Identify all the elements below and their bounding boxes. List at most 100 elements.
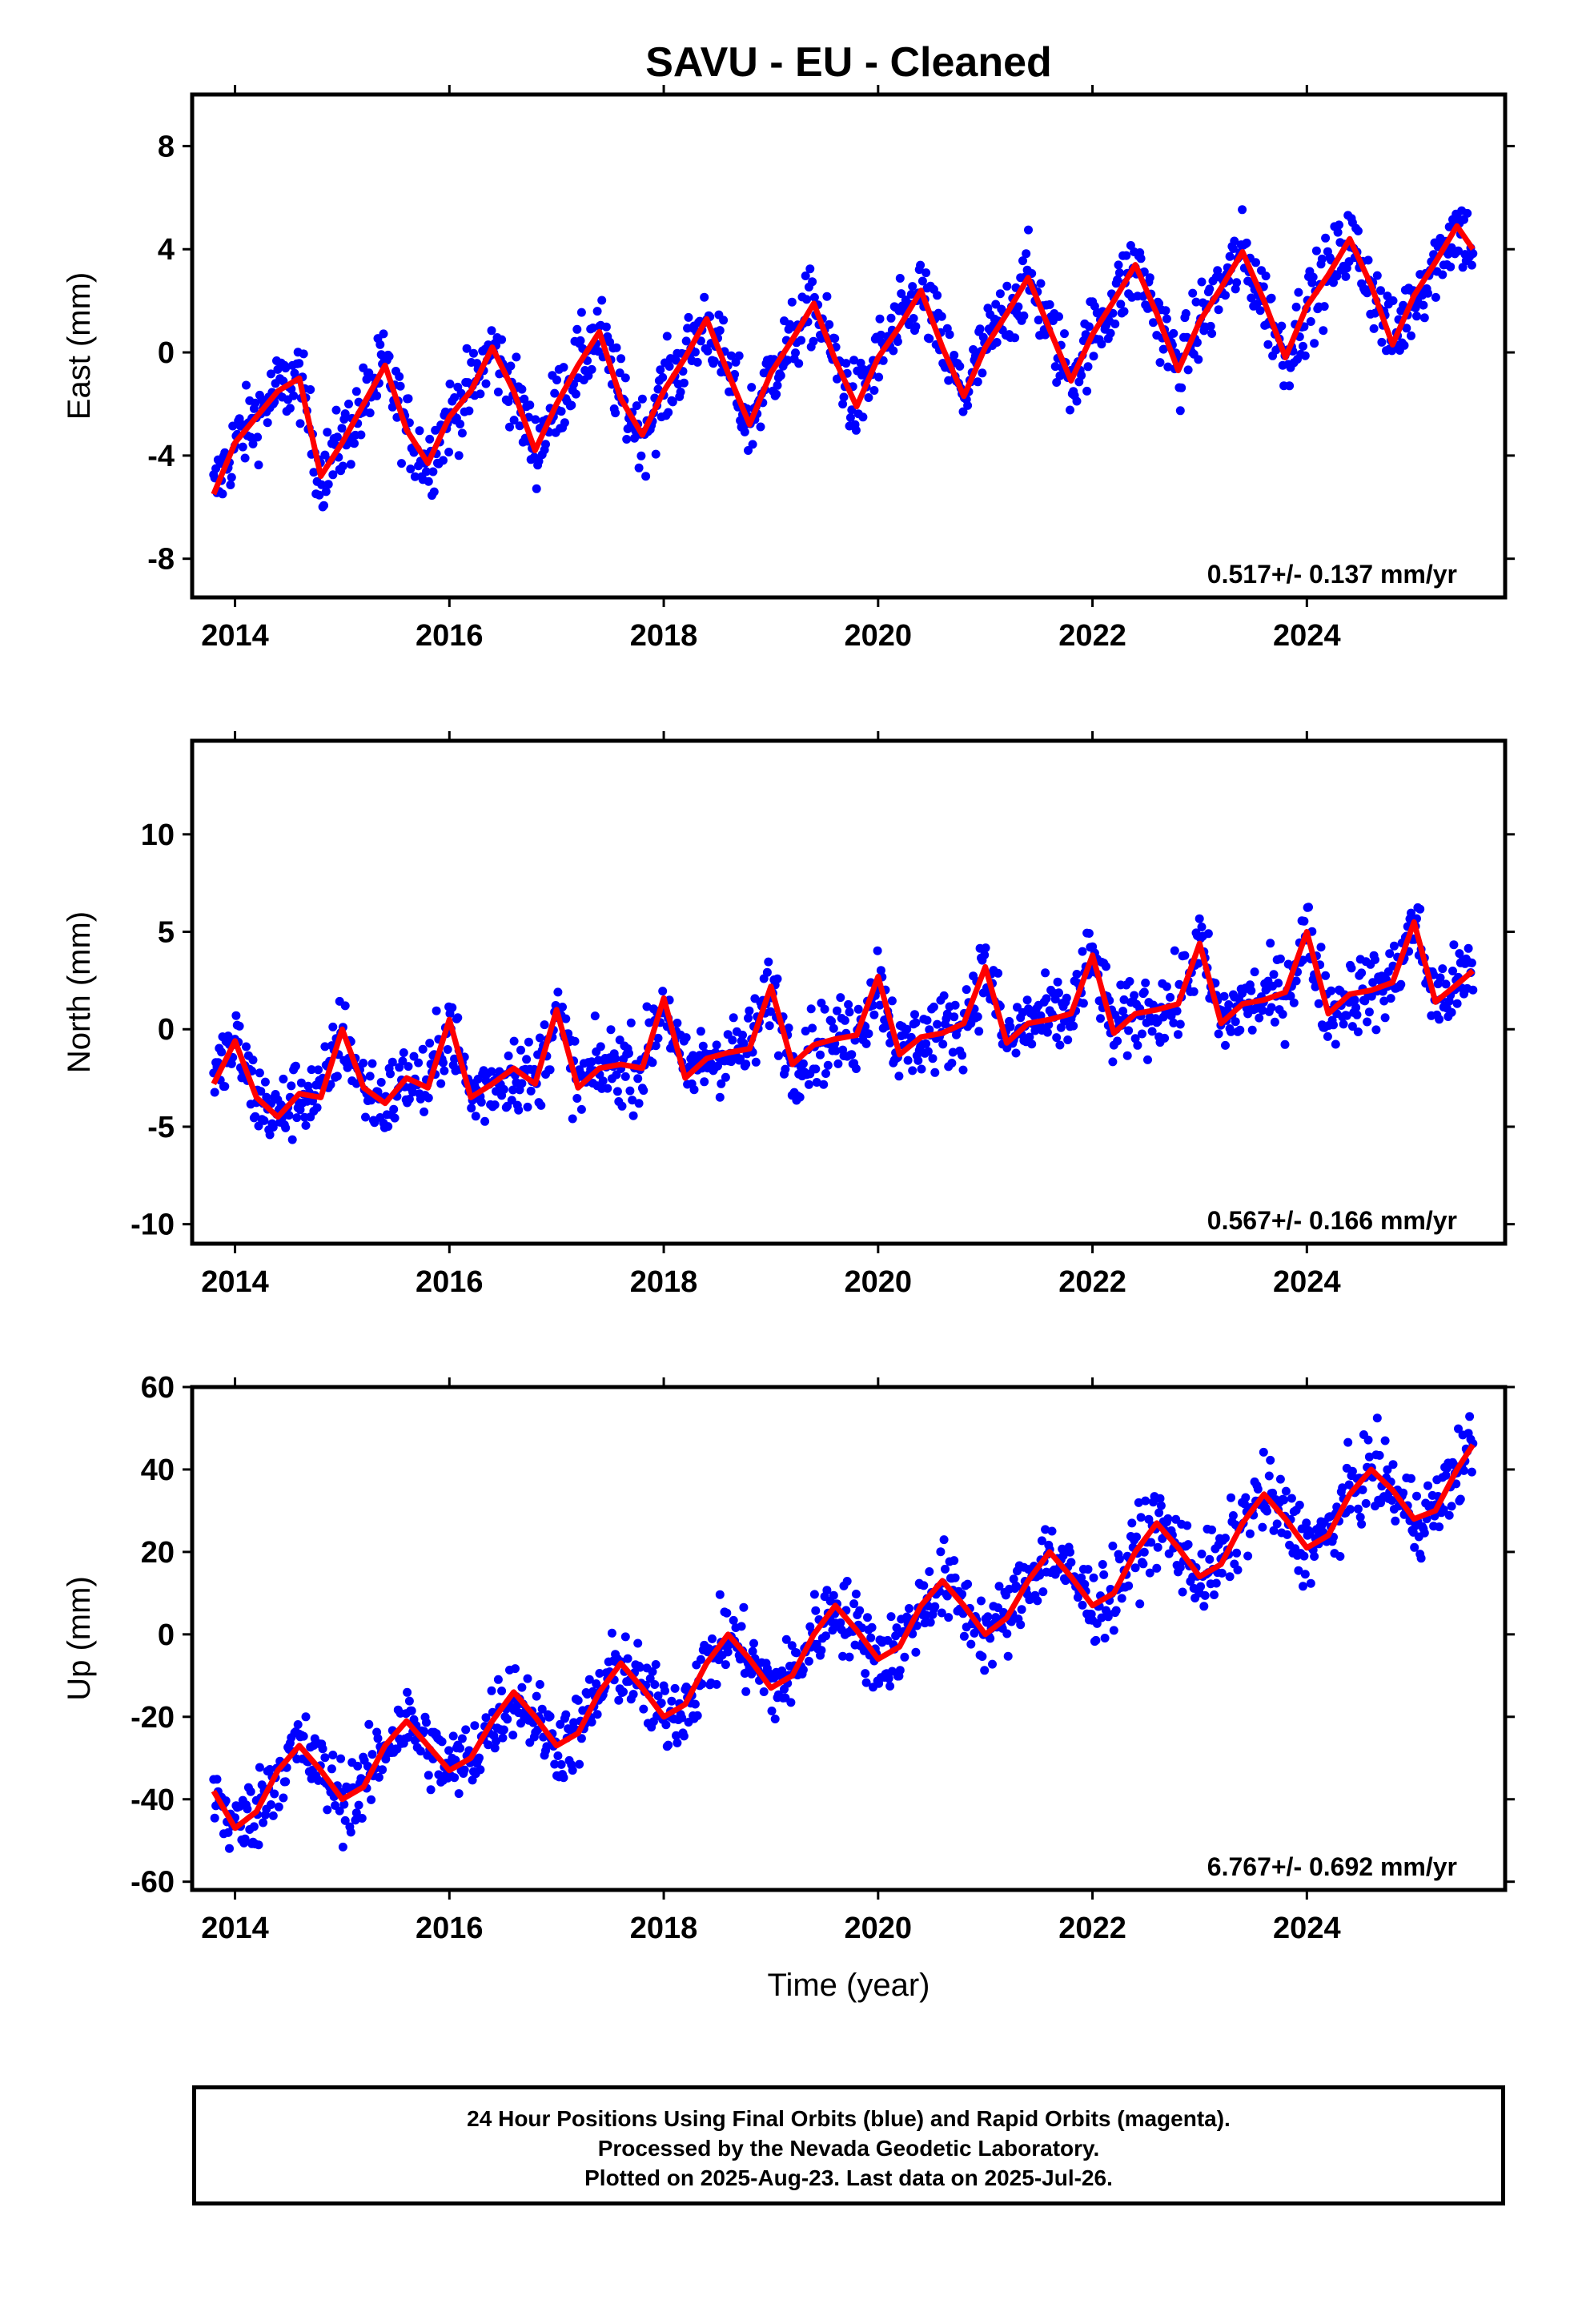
data-point (673, 1019, 682, 1027)
y-axis-label: East (mm) (62, 272, 97, 420)
data-point (1019, 311, 1029, 320)
data-point (573, 1695, 583, 1705)
data-point (545, 1065, 555, 1075)
data-point (1054, 312, 1063, 321)
data-point (721, 1660, 730, 1670)
data-point (468, 1775, 477, 1785)
data-point (1306, 317, 1315, 326)
data-point (634, 463, 644, 472)
data-point (1455, 949, 1464, 959)
data-point (1446, 262, 1456, 271)
data-point (1037, 1536, 1046, 1546)
data-point (389, 1104, 399, 1114)
data-point (1119, 995, 1129, 1004)
data-point (1380, 1436, 1390, 1445)
data-point (1399, 1488, 1408, 1498)
data-point (1454, 246, 1463, 255)
x-tick-label: 2022 (1058, 619, 1126, 653)
data-point (696, 1655, 705, 1664)
data-point (747, 383, 757, 392)
data-point (740, 427, 749, 436)
data-point (939, 1535, 949, 1545)
data-point (384, 352, 394, 361)
data-point (1178, 1587, 1187, 1597)
data-point (749, 1638, 758, 1648)
data-point (1192, 338, 1202, 348)
data-point (273, 364, 283, 374)
y-tick-label: -60 (130, 1866, 175, 1900)
data-point (575, 1759, 584, 1769)
data-point (274, 1802, 283, 1811)
data-point (1136, 254, 1146, 263)
data-point (767, 1707, 777, 1715)
data-point (1016, 1620, 1026, 1630)
data-point (227, 472, 236, 482)
data-point (340, 409, 350, 419)
data-point (886, 313, 896, 323)
data-point (747, 1669, 757, 1679)
data-point (1272, 1519, 1282, 1529)
data-point (726, 1057, 736, 1067)
data-point (737, 1622, 746, 1631)
data-point (509, 1036, 519, 1046)
data-point (1353, 1027, 1363, 1036)
data-point (1061, 1576, 1070, 1586)
data-point (1108, 1542, 1118, 1550)
data-point (1441, 979, 1451, 989)
data-point (838, 400, 848, 409)
plot-frame (190, 1385, 1508, 1892)
data-point (1097, 1613, 1106, 1622)
data-point (1153, 1542, 1162, 1552)
data-point (836, 993, 845, 1003)
data-point (471, 1112, 480, 1121)
data-point (1225, 251, 1235, 261)
y-tick-label: 0 (158, 1618, 175, 1652)
data-point (335, 1806, 344, 1815)
data-point (240, 1834, 250, 1844)
data-point (523, 1674, 532, 1683)
data-point (917, 276, 927, 286)
data-point (1170, 946, 1179, 955)
data-point (1114, 268, 1124, 278)
data-point (545, 1711, 555, 1721)
data-point (1335, 1552, 1345, 1561)
data-point (889, 346, 898, 356)
data-point (1280, 1039, 1290, 1049)
data-point (299, 349, 308, 359)
data-point (756, 422, 765, 432)
data-point (422, 1718, 431, 1727)
data-point (443, 1045, 452, 1054)
data-point (1263, 1506, 1271, 1516)
data-point (653, 1033, 663, 1043)
data-point (1289, 998, 1299, 1007)
data-point (729, 1013, 738, 1023)
data-point (1419, 1528, 1429, 1538)
data-point (1169, 1018, 1178, 1027)
data-point (440, 1066, 449, 1076)
data-point (210, 1813, 219, 1823)
data-point (386, 1069, 395, 1079)
data-point (387, 1057, 397, 1067)
data-point (439, 456, 448, 465)
data-point (1135, 1599, 1145, 1609)
data-point (1078, 1600, 1087, 1610)
data-point (1177, 383, 1186, 392)
data-point (873, 946, 882, 955)
data-point (1100, 1634, 1110, 1642)
data-point (453, 1013, 463, 1023)
data-point (981, 943, 990, 953)
data-point (1231, 1017, 1240, 1027)
data-point (947, 1059, 957, 1068)
data-point (1205, 1554, 1215, 1564)
data-point (636, 1663, 644, 1672)
data-point (808, 1023, 817, 1033)
data-point (925, 334, 934, 344)
data-point (1291, 302, 1301, 312)
data-point (499, 1084, 508, 1094)
data-point (1415, 904, 1425, 914)
data-point (1448, 967, 1457, 975)
data-point (367, 1750, 377, 1759)
data-point (1300, 351, 1310, 360)
data-point (567, 400, 576, 410)
data-point (1321, 971, 1331, 980)
